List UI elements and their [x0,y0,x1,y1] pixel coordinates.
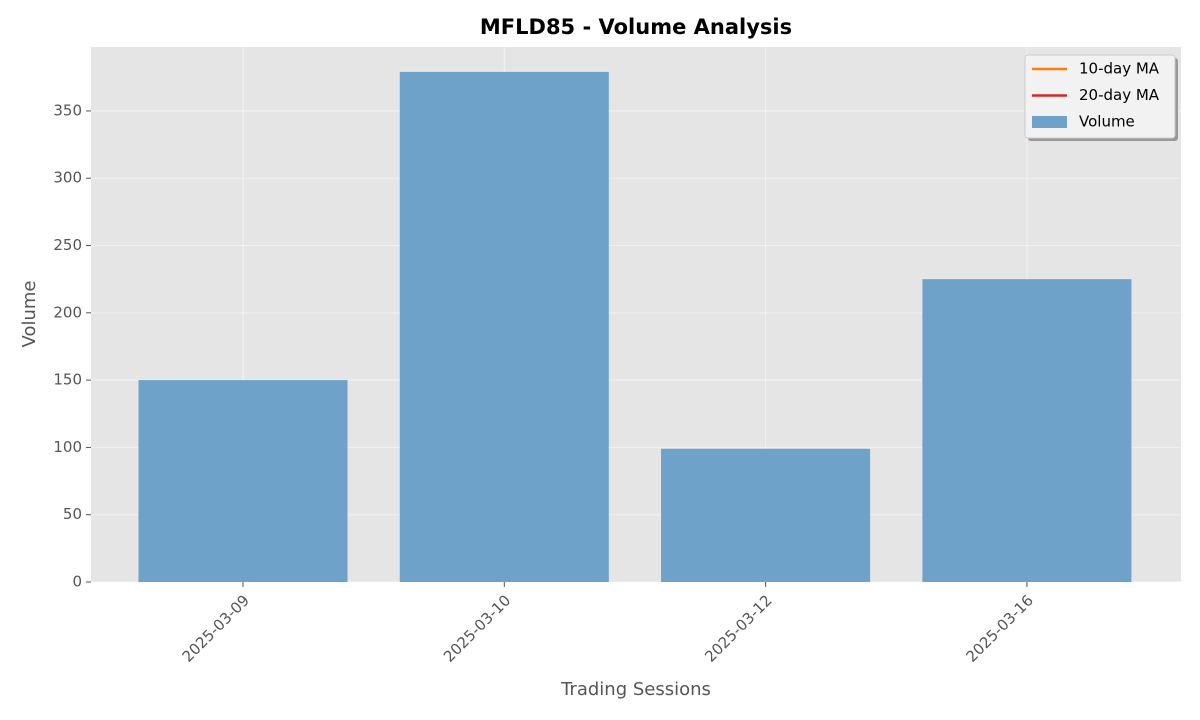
y-tick-label: 300 [53,169,82,187]
y-tick-label: 200 [53,303,82,321]
bar [399,71,609,583]
y-tick-label: 100 [53,438,82,456]
y-tick-label: 0 [72,573,82,591]
y-tick-label: 150 [53,371,82,389]
y-tick-label: 350 [53,101,82,119]
legend-swatch [1032,116,1067,128]
legend-label: 10-day MA [1079,60,1160,78]
y-tick-label: 250 [53,236,82,254]
legend-label: 20-day MA [1079,86,1160,104]
x-tick-label: 2025-03-16 [963,591,1037,665]
y-tick-label: 50 [63,505,82,523]
y-axis-label: Volume [19,281,40,348]
bar [138,380,348,582]
bar [661,448,871,582]
x-tick-label: 2025-03-09 [179,591,253,665]
x-tick-label: 2025-03-12 [701,591,775,665]
legend-label: Volume [1079,113,1135,131]
bar [922,279,1132,582]
x-tick-label: 2025-03-10 [440,591,514,665]
x-axis-label: Trading Sessions [560,679,711,700]
chart-title: MFLD85 - Volume Analysis [480,15,792,39]
